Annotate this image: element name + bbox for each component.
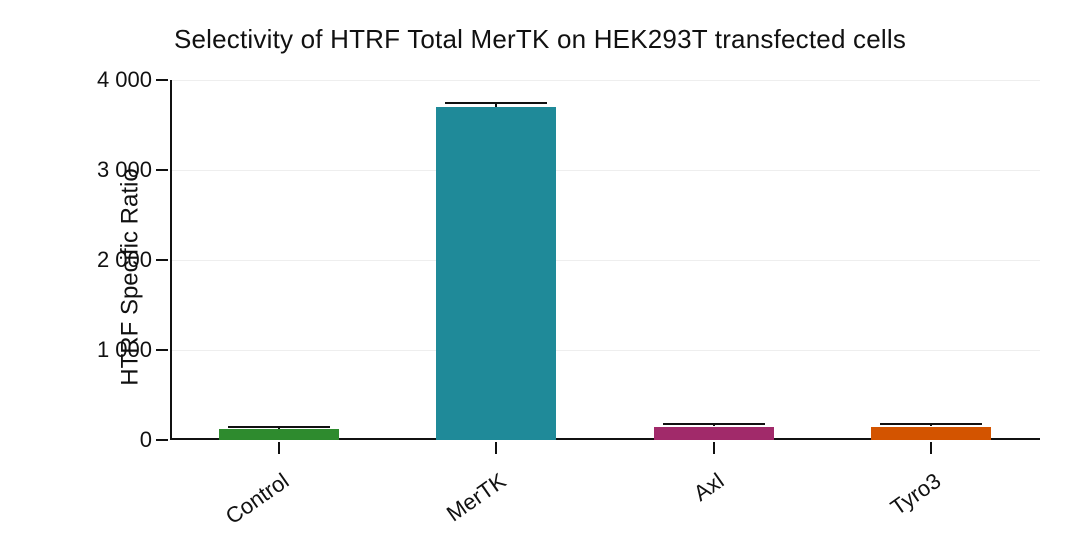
grid-line bbox=[170, 350, 1040, 351]
bar-mertk bbox=[436, 107, 556, 440]
y-tick-label: 1 000 bbox=[70, 337, 152, 363]
error-cap bbox=[228, 426, 330, 428]
plot-area: 01 0002 0003 0004 000ControlMerTKAxlTyro… bbox=[170, 80, 1040, 440]
grid-line bbox=[170, 80, 1040, 81]
y-tick-label: 4 000 bbox=[70, 67, 152, 93]
x-tick bbox=[495, 442, 497, 454]
x-tick-label: Control bbox=[221, 468, 294, 530]
y-tick bbox=[156, 79, 168, 81]
bar-control bbox=[219, 429, 339, 440]
x-tick-label: Tyro3 bbox=[886, 468, 946, 521]
y-tick-label: 0 bbox=[70, 427, 152, 453]
bar-axl bbox=[654, 427, 774, 441]
y-tick-label: 2 000 bbox=[70, 247, 152, 273]
x-tick-label: Axl bbox=[689, 468, 729, 507]
y-tick-label: 3 000 bbox=[70, 157, 152, 183]
grid-line bbox=[170, 260, 1040, 261]
bar-tyro3 bbox=[871, 427, 991, 441]
y-tick bbox=[156, 439, 168, 441]
y-tick bbox=[156, 349, 168, 351]
x-tick bbox=[930, 442, 932, 454]
y-tick bbox=[156, 169, 168, 171]
chart-title: Selectivity of HTRF Total MerTK on HEK29… bbox=[0, 24, 1080, 55]
y-tick bbox=[156, 259, 168, 261]
grid-line bbox=[170, 170, 1040, 171]
error-cap bbox=[663, 423, 765, 425]
chart-container: Selectivity of HTRF Total MerTK on HEK29… bbox=[0, 0, 1080, 554]
x-tick-label: MerTK bbox=[442, 468, 511, 527]
x-tick bbox=[278, 442, 280, 454]
error-cap bbox=[880, 423, 982, 425]
x-tick bbox=[713, 442, 715, 454]
error-cap bbox=[445, 102, 547, 104]
y-axis-line bbox=[170, 80, 172, 440]
